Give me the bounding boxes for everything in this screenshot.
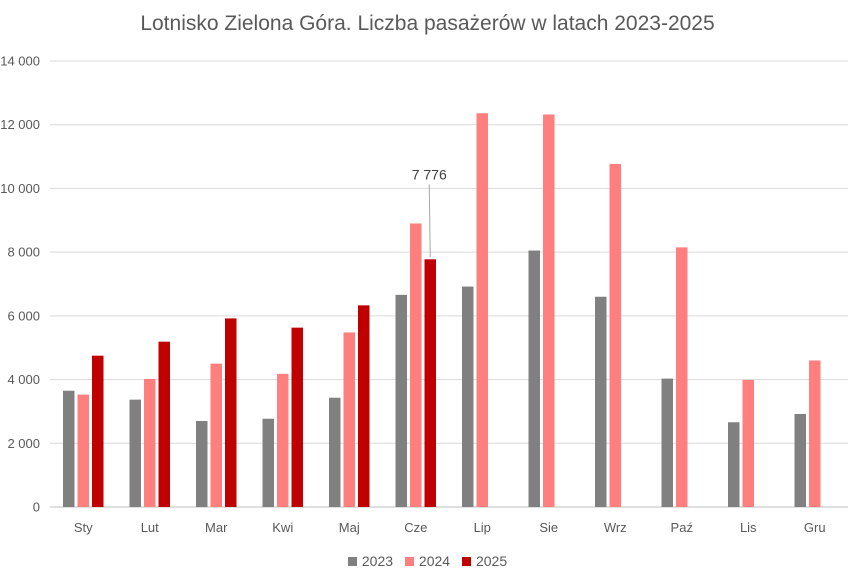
bar — [410, 223, 422, 507]
bar — [262, 418, 274, 507]
bar — [210, 363, 222, 507]
y-tick-label: 14 000 — [0, 54, 40, 69]
bar — [129, 399, 141, 507]
y-tick-label: 4 000 — [7, 372, 40, 387]
x-tick-label: Lut — [141, 520, 159, 535]
bar — [343, 332, 355, 507]
annotation-leader — [428, 184, 431, 258]
bar — [809, 360, 821, 507]
legend: 2023 2024 2025 — [0, 553, 855, 569]
bar — [144, 378, 156, 507]
legend-label-2024: 2024 — [418, 553, 451, 569]
bar — [476, 113, 488, 507]
bar — [329, 397, 341, 507]
bar — [543, 114, 555, 508]
bar — [92, 355, 104, 507]
bar — [661, 378, 673, 507]
legend-item-2024: 2024 — [404, 553, 451, 569]
x-tick-label: Mar — [205, 520, 228, 535]
legend-label-2023: 2023 — [361, 553, 394, 569]
x-tick-label: Kwi — [272, 520, 293, 535]
data-label: 7 776 — [412, 166, 447, 182]
x-tick-label: Gru — [804, 520, 826, 535]
legend-item-2023: 2023 — [347, 553, 394, 569]
bar — [728, 422, 740, 507]
x-tick-label: Cze — [404, 520, 427, 535]
bar — [63, 390, 75, 507]
legend-swatch-2024 — [404, 557, 414, 566]
bar — [676, 247, 688, 507]
x-tick-label: Paź — [671, 520, 693, 535]
bar — [225, 318, 237, 507]
bar — [742, 379, 754, 507]
bar — [395, 294, 407, 507]
x-tick-label: Lis — [740, 520, 757, 535]
legend-swatch-2025 — [461, 557, 471, 566]
y-tick-label: 6 000 — [7, 308, 40, 323]
bar — [424, 259, 436, 507]
bar — [277, 373, 289, 507]
x-tick-label: Maj — [339, 520, 360, 535]
bar — [158, 341, 170, 507]
y-tick-label: 10 000 — [0, 181, 40, 196]
bar — [196, 420, 208, 507]
bar — [358, 305, 370, 507]
x-tick-label: Sty — [74, 520, 93, 535]
bar — [462, 286, 474, 507]
legend-swatch-2023 — [347, 557, 357, 566]
x-tick-label: Lip — [474, 520, 491, 535]
x-tick-label: Sie — [539, 520, 558, 535]
y-tick-label: 0 — [33, 500, 40, 515]
legend-label-2025: 2025 — [475, 553, 508, 569]
bar — [794, 413, 806, 507]
bar — [528, 250, 540, 508]
bar — [595, 296, 607, 507]
bar — [609, 163, 621, 508]
bar — [291, 327, 303, 507]
legend-item-2025: 2025 — [461, 553, 508, 569]
y-tick-label: 12 000 — [0, 117, 40, 132]
y-tick-label: 2 000 — [7, 436, 40, 451]
bar — [77, 394, 89, 507]
chart-title: Lotnisko Zielona Góra. Liczba pasażerów … — [140, 12, 715, 35]
y-tick-label: 8 000 — [7, 245, 40, 260]
x-tick-label: Wrz — [604, 520, 627, 535]
